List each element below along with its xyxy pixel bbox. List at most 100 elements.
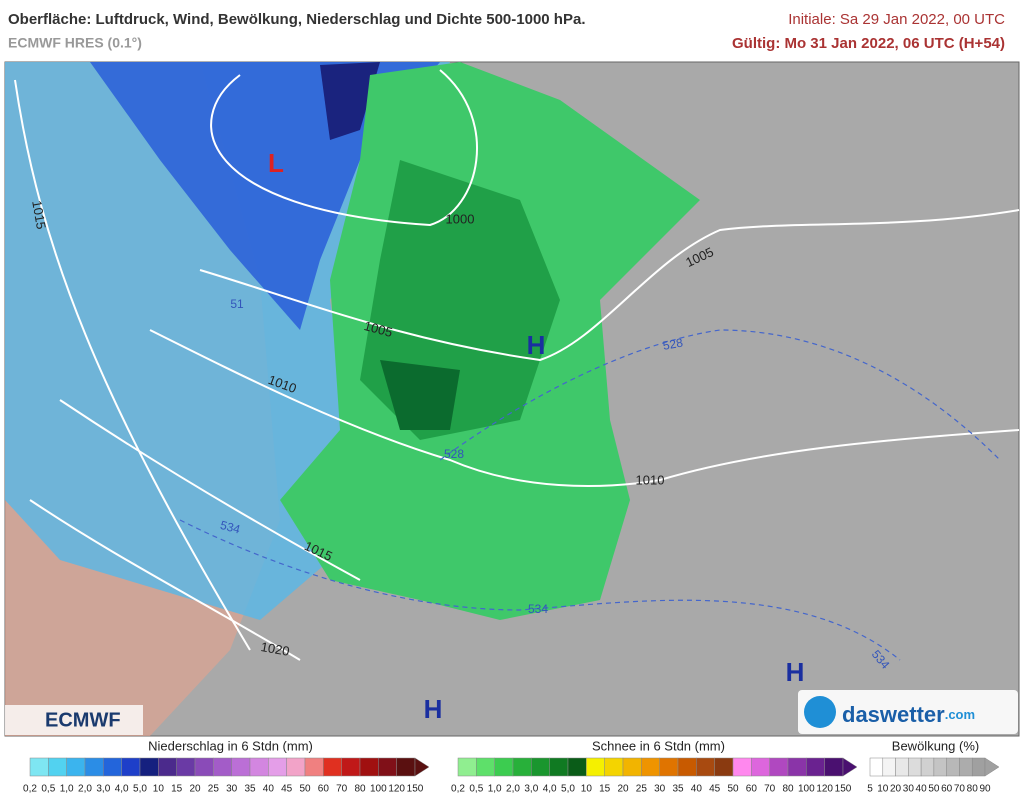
legend-tick-label: 90	[979, 784, 991, 795]
legend-tick-label: 10	[877, 784, 889, 795]
legend-tick-label: 0,2	[23, 784, 37, 795]
legend-swatch	[895, 757, 909, 777]
legend-tick-label: 0,5	[469, 784, 483, 795]
legend-swatch	[806, 757, 825, 777]
legend-swatch	[769, 757, 789, 777]
legend-swatch	[920, 757, 935, 777]
legend-tick-label: 70	[764, 784, 776, 795]
legend-tick-label: 25	[636, 784, 648, 795]
legend-swatch	[677, 757, 697, 777]
legend-title: Niederschlag in 6 Stdn (mm)	[148, 738, 313, 753]
legend-swatch	[641, 757, 660, 777]
legend-tick-label: 50	[299, 784, 311, 795]
legend-swatch	[48, 757, 67, 777]
legend-tick-label: 35	[244, 784, 256, 795]
legend-tick-label: 70	[336, 784, 348, 795]
legend-swatch	[29, 757, 49, 777]
legend-swatch	[66, 757, 86, 777]
legend-tick-label: 45	[281, 784, 293, 795]
pressure-center: L	[268, 148, 284, 178]
legend-swatch	[882, 757, 896, 777]
isobar-label: 1010	[636, 472, 665, 487]
legend-tick-label: 1,0	[488, 784, 502, 795]
snow-core	[380, 360, 460, 430]
legend-swatch	[304, 757, 324, 777]
legend-swatch	[696, 757, 715, 777]
legend-tick-label: 60	[941, 784, 953, 795]
legend-tick-label: 2,0	[78, 784, 92, 795]
legend-swatch	[622, 757, 642, 777]
legend-tick-label: 3,0	[524, 784, 538, 795]
legend-swatch	[933, 757, 947, 777]
initial-time: Initiale: Sa 29 Jan 2022, 00 UTC	[788, 11, 1005, 28]
legend-swatch	[231, 757, 251, 777]
pressure-center: H	[424, 694, 443, 724]
legend-swatch	[139, 757, 159, 777]
legend-swatch	[787, 757, 807, 777]
legend-swatch	[121, 757, 141, 777]
legend-tick-label: 60	[746, 784, 758, 795]
ecmwf-logo: ECMWF	[45, 709, 121, 731]
ecmwf-logo-box	[5, 705, 143, 735]
legend-tick-label: 20	[189, 784, 201, 795]
legend-tick-label: 10	[581, 784, 593, 795]
legend-tick-label: 35	[672, 784, 684, 795]
legend-tick-label: 45	[709, 784, 721, 795]
legend-tick-label: 4,0	[115, 784, 129, 795]
legend-tick-label: 4,0	[543, 784, 557, 795]
legend-swatch	[751, 757, 770, 777]
isobar-label: 1015	[29, 199, 49, 230]
legend-swatch	[268, 757, 287, 777]
legend-arrow	[984, 757, 1000, 777]
thickness-label: 534	[528, 602, 548, 616]
title: Oberfläche: Luftdruck, Wind, Bewölkung, …	[8, 11, 586, 28]
legend-title: Schnee in 6 Stdn (mm)	[592, 738, 725, 753]
legend-tick-label: 100	[370, 784, 387, 795]
legend-tick-label: 100	[798, 784, 815, 795]
legend-tick-label: 2,0	[506, 784, 520, 795]
legend-arrow	[414, 757, 430, 777]
legend-arrow	[842, 757, 858, 777]
legend-swatch	[194, 757, 214, 777]
daswetter-icon	[804, 696, 836, 728]
legend-tick-label: 30	[226, 784, 238, 795]
valid-time: Gültig: Mo 31 Jan 2022, 06 UTC (H+54)	[732, 35, 1005, 52]
legend-tick-label: 40	[263, 784, 275, 795]
legend-tick-label: 50	[928, 784, 940, 795]
legend-tick-label: 25	[208, 784, 220, 795]
legend-tick-label: 5,0	[133, 784, 147, 795]
legend-tick-label: 70	[954, 784, 966, 795]
legend-tick-label: 80	[782, 784, 794, 795]
legend-tick-label: 0,5	[41, 784, 55, 795]
pressure-center: H	[786, 657, 805, 687]
thickness-label: 534	[219, 518, 242, 537]
legend-swatch	[586, 757, 605, 777]
legend-swatch	[84, 757, 104, 777]
model: ECMWF HRES (0.1°)	[8, 35, 142, 51]
isobar-label: 1020	[260, 639, 291, 659]
legend-swatch	[659, 757, 679, 777]
thickness-label: 51	[230, 297, 244, 311]
legend-tick-label: 120	[388, 784, 405, 795]
thickness-label: 528	[444, 447, 464, 461]
isobar-label: 1000	[446, 211, 475, 226]
daswetter-logo-box	[798, 690, 1018, 734]
legend-tick-label: 80	[354, 784, 366, 795]
legend-tick-label: 40	[916, 784, 928, 795]
legend-swatch	[396, 757, 416, 777]
daswetter-logo: daswetter.com	[842, 702, 975, 727]
legend-swatch	[604, 757, 624, 777]
legend-tick-label: 20	[617, 784, 629, 795]
legend-tick-label: 20	[890, 784, 902, 795]
legend-swatch	[286, 757, 306, 777]
legend-tick-label: 15	[599, 784, 611, 795]
legend-tick-label: 50	[727, 784, 739, 795]
pressure-center: H	[527, 330, 546, 360]
legend-tick-label: 0,2	[451, 784, 465, 795]
legend-tick-label: 30	[903, 784, 915, 795]
legend-tick-label: 10	[153, 784, 165, 795]
thickness-lines	[179, 329, 1001, 661]
legend-swatch	[158, 757, 177, 777]
